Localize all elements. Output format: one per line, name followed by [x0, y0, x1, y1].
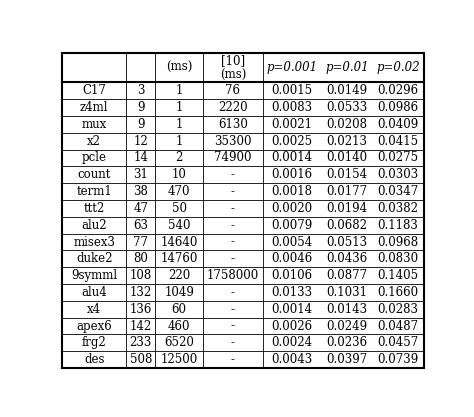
- Text: 0.0054: 0.0054: [272, 236, 313, 249]
- Text: 50: 50: [172, 202, 187, 215]
- Text: -: -: [231, 319, 235, 332]
- Text: 1758000: 1758000: [207, 269, 259, 282]
- Text: 0.0533: 0.0533: [326, 101, 367, 114]
- Text: frg2: frg2: [82, 337, 107, 349]
- Text: 460: 460: [168, 319, 191, 332]
- Text: 38: 38: [133, 185, 148, 198]
- Text: x4: x4: [87, 303, 101, 316]
- Text: 0.0015: 0.0015: [272, 84, 313, 97]
- Text: 63: 63: [133, 219, 148, 232]
- Text: alu2: alu2: [82, 219, 107, 232]
- Text: alu4: alu4: [82, 286, 107, 299]
- Text: 2220: 2220: [218, 101, 248, 114]
- Text: -: -: [231, 202, 235, 215]
- Text: 0.0208: 0.0208: [327, 118, 367, 131]
- Text: 0.0436: 0.0436: [326, 252, 367, 265]
- Text: 77: 77: [133, 236, 148, 249]
- Text: (ms): (ms): [166, 61, 192, 74]
- Text: 47: 47: [133, 202, 148, 215]
- Text: 0.0249: 0.0249: [326, 319, 367, 332]
- Text: 0.0303: 0.0303: [377, 168, 419, 181]
- Text: 1049: 1049: [164, 286, 194, 299]
- Text: 0.0026: 0.0026: [272, 319, 313, 332]
- Text: 10: 10: [172, 168, 187, 181]
- Text: ttt2: ttt2: [83, 202, 105, 215]
- Text: -: -: [231, 168, 235, 181]
- Text: 0.0513: 0.0513: [326, 236, 367, 249]
- Text: 14640: 14640: [160, 236, 198, 249]
- Text: 0.0415: 0.0415: [377, 135, 419, 148]
- Text: 0.0457: 0.0457: [377, 337, 419, 349]
- Text: 60: 60: [172, 303, 187, 316]
- Text: -: -: [231, 185, 235, 198]
- Text: 14760: 14760: [160, 252, 198, 265]
- Text: 1: 1: [175, 135, 183, 148]
- Text: 0.1405: 0.1405: [377, 269, 419, 282]
- Text: 0.0024: 0.0024: [272, 337, 313, 349]
- Text: pcle: pcle: [82, 151, 107, 164]
- Text: p=0.01: p=0.01: [325, 61, 369, 74]
- Text: 508: 508: [129, 353, 152, 366]
- Text: 0.1031: 0.1031: [327, 286, 367, 299]
- Text: [10]
(ms): [10] (ms): [220, 54, 246, 82]
- Text: 14: 14: [133, 151, 148, 164]
- Text: des: des: [84, 353, 105, 366]
- Text: 9symml: 9symml: [71, 269, 118, 282]
- Text: count: count: [78, 168, 111, 181]
- Text: 0.0236: 0.0236: [326, 337, 367, 349]
- Text: 0.1183: 0.1183: [377, 219, 419, 232]
- Text: 0.0083: 0.0083: [272, 101, 313, 114]
- Text: p=0.001: p=0.001: [266, 61, 318, 74]
- Text: mux: mux: [82, 118, 107, 131]
- Text: 470: 470: [168, 185, 191, 198]
- Text: 0.1660: 0.1660: [377, 286, 419, 299]
- Text: 3: 3: [137, 84, 145, 97]
- Text: misex3: misex3: [73, 236, 115, 249]
- Text: 540: 540: [168, 219, 191, 232]
- Text: 76: 76: [226, 84, 240, 97]
- Text: C17: C17: [82, 84, 106, 97]
- Text: 0.0014: 0.0014: [272, 151, 313, 164]
- Text: 6130: 6130: [218, 118, 248, 131]
- Text: apex6: apex6: [76, 319, 112, 332]
- Text: 9: 9: [137, 118, 145, 131]
- Text: 142: 142: [130, 319, 152, 332]
- Text: -: -: [231, 353, 235, 366]
- Text: 1: 1: [175, 84, 183, 97]
- Text: 0.0397: 0.0397: [326, 353, 367, 366]
- Text: 0.0194: 0.0194: [326, 202, 367, 215]
- Text: 0.0106: 0.0106: [272, 269, 313, 282]
- Text: duke2: duke2: [76, 252, 112, 265]
- Text: 0.0986: 0.0986: [377, 101, 419, 114]
- Text: 0.0409: 0.0409: [377, 118, 419, 131]
- Text: 0.0043: 0.0043: [272, 353, 313, 366]
- Text: 220: 220: [168, 269, 190, 282]
- Text: 0.0739: 0.0739: [377, 353, 419, 366]
- Text: -: -: [231, 286, 235, 299]
- Text: 0.0296: 0.0296: [377, 84, 419, 97]
- Text: term1: term1: [76, 185, 112, 198]
- Text: 0.0016: 0.0016: [272, 168, 313, 181]
- Text: 0.0830: 0.0830: [377, 252, 419, 265]
- Text: 0.0968: 0.0968: [377, 236, 419, 249]
- Text: 0.0487: 0.0487: [377, 319, 419, 332]
- Text: 35300: 35300: [214, 135, 252, 148]
- Text: -: -: [231, 236, 235, 249]
- Text: 132: 132: [130, 286, 152, 299]
- Text: 0.0877: 0.0877: [326, 269, 367, 282]
- Text: 1: 1: [175, 101, 183, 114]
- Text: 6520: 6520: [164, 337, 194, 349]
- Text: x2: x2: [87, 135, 101, 148]
- Text: 0.0018: 0.0018: [272, 185, 313, 198]
- Text: 0.0382: 0.0382: [377, 202, 419, 215]
- Text: 0.0213: 0.0213: [327, 135, 367, 148]
- Text: 0.0682: 0.0682: [327, 219, 367, 232]
- Text: 2: 2: [175, 151, 183, 164]
- Text: 0.0014: 0.0014: [272, 303, 313, 316]
- Text: 233: 233: [129, 337, 152, 349]
- Text: 0.0283: 0.0283: [377, 303, 419, 316]
- Text: z4ml: z4ml: [80, 101, 109, 114]
- Text: -: -: [231, 252, 235, 265]
- Text: 0.0046: 0.0046: [272, 252, 313, 265]
- Text: 12500: 12500: [161, 353, 198, 366]
